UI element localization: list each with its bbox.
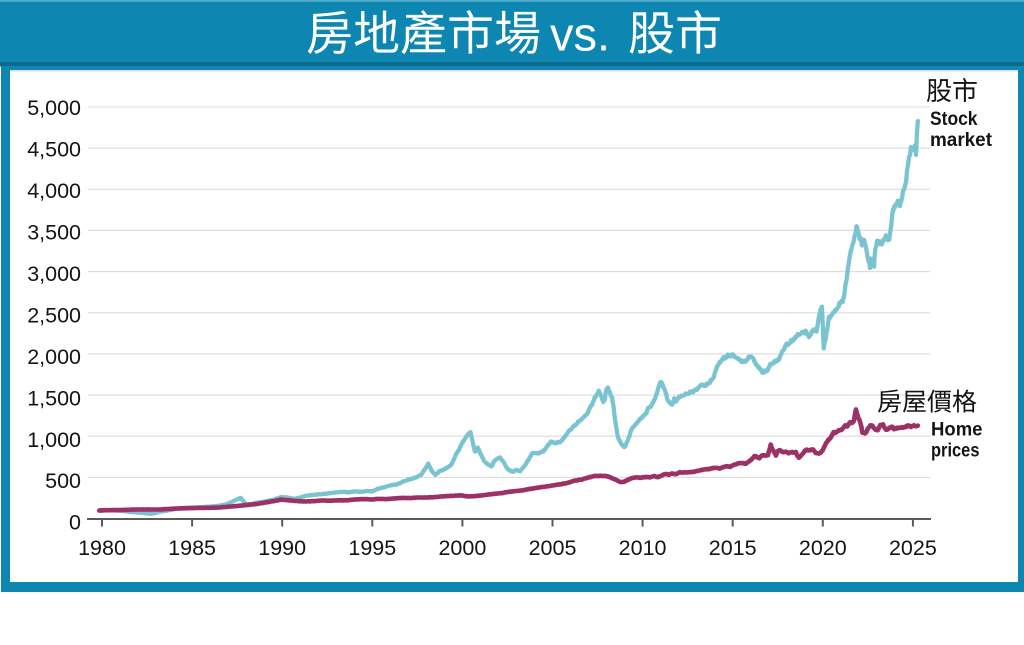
svg-text:Home: Home <box>931 420 983 441</box>
svg-text:vs.: vs. <box>550 8 610 61</box>
svg-text:2015: 2015 <box>709 536 757 560</box>
svg-text:1990: 1990 <box>258 536 306 560</box>
svg-text:1985: 1985 <box>168 536 216 560</box>
svg-text:prices: prices <box>931 441 980 462</box>
svg-text:2020: 2020 <box>799 536 847 560</box>
svg-text:4,000: 4,000 <box>27 179 81 203</box>
svg-text:market: market <box>930 130 993 151</box>
svg-text:2005: 2005 <box>529 536 577 560</box>
svg-text:1,500: 1,500 <box>27 386 81 410</box>
svg-text:3,000: 3,000 <box>27 262 81 286</box>
svg-text:4,500: 4,500 <box>27 138 81 162</box>
svg-text:2025: 2025 <box>889 536 937 560</box>
svg-text:1,000: 1,000 <box>27 428 81 452</box>
svg-text:1995: 1995 <box>348 536 396 560</box>
svg-text:2,000: 2,000 <box>27 345 81 369</box>
svg-text:5,000: 5,000 <box>27 96 81 120</box>
svg-text:2010: 2010 <box>619 536 667 560</box>
svg-text:Stock: Stock <box>930 109 978 130</box>
svg-text:2,500: 2,500 <box>27 303 81 327</box>
svg-text:500: 500 <box>45 469 81 493</box>
svg-text:0: 0 <box>69 511 81 535</box>
svg-text:1980: 1980 <box>78 536 126 560</box>
svg-text:3,500: 3,500 <box>27 221 81 245</box>
svg-text:2000: 2000 <box>438 536 486 560</box>
